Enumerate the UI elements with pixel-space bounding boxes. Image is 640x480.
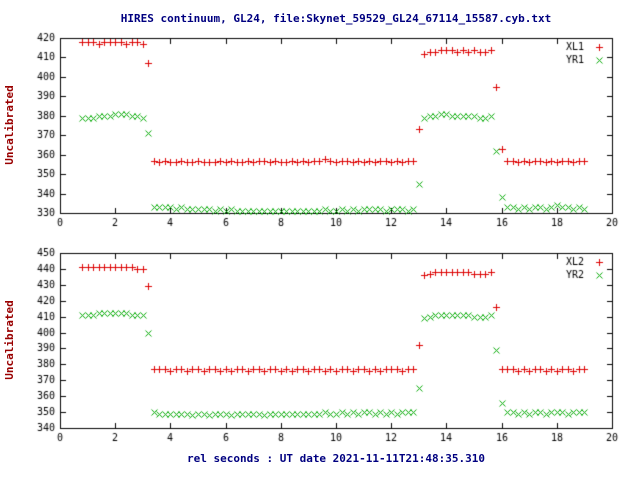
y-axis-label-top: Uncalibrated bbox=[3, 85, 16, 165]
y-axis-label-bottom: Uncalibrated bbox=[3, 300, 16, 380]
x-axis-label: rel seconds : UT date 2021-11-11T21:48:3… bbox=[186, 452, 485, 465]
chart-title: HIRES continuum, GL24, file:Skynet_59529… bbox=[120, 12, 552, 25]
